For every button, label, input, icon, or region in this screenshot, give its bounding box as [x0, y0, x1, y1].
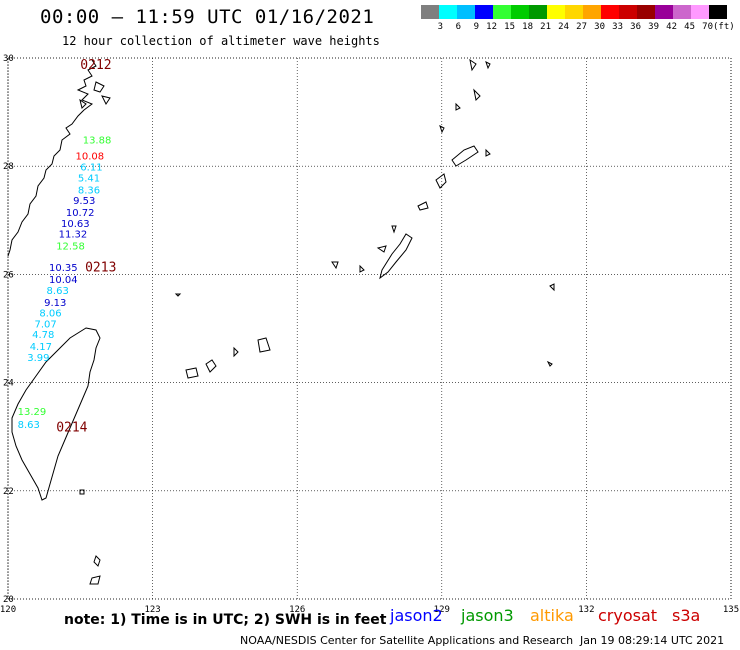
legend-swatch — [637, 5, 655, 19]
wave-height-value: 6.11 — [80, 163, 102, 174]
legend-label: (ft) — [713, 22, 735, 32]
wave-height-value: 13.88 — [83, 135, 112, 146]
credit-line: NOAA/NESDIS Center for Satellite Applica… — [240, 634, 574, 647]
wave-height-value: 8.63 — [18, 420, 40, 431]
osumi-islands — [439, 58, 491, 134]
legend-label: 70 — [702, 22, 713, 32]
latitude-tick-label: 22 — [3, 487, 14, 497]
map-frame — [7, 57, 732, 600]
legend-label: 6 — [455, 22, 461, 32]
legend-swatch — [475, 5, 493, 19]
longitude-tick-label: 126 — [289, 605, 305, 615]
legend-swatch — [583, 5, 601, 19]
wave-height-readings: 13.88 10.086.115.418.369.5310.7210.6311.3… — [18, 135, 112, 431]
legend-swatch — [421, 5, 439, 19]
legend-swatch — [691, 5, 709, 19]
legend-swatch — [547, 5, 565, 19]
latitude-tick-label: 20 — [3, 595, 14, 605]
legend-label: 3 — [437, 22, 443, 32]
longitude-tick-label: 123 — [144, 605, 160, 615]
pescadores-islands — [79, 293, 182, 495]
longitude-tick-label: 135 — [723, 605, 739, 615]
legend-swatch — [457, 5, 475, 19]
longitude-tick-label: 120 — [0, 605, 16, 615]
legend-label: 36 — [630, 22, 641, 32]
legend-swatch — [655, 5, 673, 19]
legend-label: 45 — [684, 22, 695, 32]
legend-swatch — [511, 5, 529, 19]
legend-swatch — [709, 5, 727, 19]
taiwan-island — [11, 327, 101, 501]
generated-timestamp: Jan 19 08:29:14 UTC 2021 — [580, 634, 725, 647]
wave-height-value: 3.99 — [27, 353, 49, 364]
wave-height-value: 8.63 — [47, 286, 69, 297]
wave-height-value: 8.06 — [39, 309, 61, 320]
satellite-name: altika — [530, 606, 574, 625]
map-subtitle: 12 hour collection of altimeter wave hei… — [62, 34, 380, 48]
latitude-tick-label: 24 — [3, 379, 14, 389]
satellite-name: cryosat — [598, 606, 658, 625]
legend-label: 12 — [486, 22, 497, 32]
map-title: 00:00 – 11:59 UTC 01/16/2021 — [40, 6, 375, 28]
zhoushan-islands — [79, 81, 111, 109]
okinawa-island — [331, 225, 413, 280]
wave-height-value: 12.58 — [56, 242, 85, 253]
wave-height-value: 10.63 — [61, 219, 90, 230]
legend-label: 42 — [666, 22, 677, 32]
latitude-tick-label: 28 — [3, 162, 14, 172]
china-coastline — [7, 59, 97, 257]
wave-height-value: 4.17 — [30, 342, 52, 353]
small-island — [89, 555, 101, 585]
legend-swatch — [673, 5, 691, 19]
map-gridlines — [7, 57, 732, 600]
legend-label: 39 — [648, 22, 659, 32]
wave-height-value: 7.07 — [35, 319, 57, 330]
satellite-name: s3a — [672, 606, 701, 625]
track-time-label: 0213 — [85, 261, 116, 276]
wave-height-value: 10.35 — [49, 263, 78, 274]
wave-height-value: 9.53 — [73, 196, 95, 207]
wave-height-value: 13.29 — [18, 407, 47, 418]
legend-swatch — [439, 5, 457, 19]
latitude-tick-label: 26 — [3, 270, 14, 280]
wave-height-value: 11.32 — [59, 230, 88, 241]
legend-label: 21 — [540, 22, 551, 32]
satellite-name: jason2 — [390, 606, 443, 625]
legend-swatch — [565, 5, 583, 19]
legend-swatch — [601, 5, 619, 19]
satellite-name: jason3 — [461, 606, 514, 625]
wave-height-value: 8.36 — [78, 185, 100, 196]
legend-label: 15 — [504, 22, 515, 32]
legend-label: 9 — [473, 22, 479, 32]
altimeter-track-labels: 0212 0213 0214 — [56, 58, 116, 435]
wave-height-value: 9.13 — [44, 298, 66, 309]
legend-label: 27 — [576, 22, 587, 32]
yaeyama-islands — [185, 337, 271, 379]
latitude-tick-label: 30 — [3, 54, 14, 64]
wave-height-value: 10.04 — [49, 275, 78, 286]
legend-swatch — [619, 5, 637, 19]
daito-islands — [546, 283, 555, 367]
longitude-tick-label: 132 — [578, 605, 594, 615]
legend-label: 33 — [612, 22, 623, 32]
legend-swatch — [529, 5, 547, 19]
legend-label: 18 — [522, 22, 533, 32]
legend-label: 24 — [558, 22, 569, 32]
units-note: note: 1) Time is in UTC; 2) SWH is in fe… — [64, 612, 387, 628]
wave-height-value: 4.78 — [32, 330, 54, 341]
amami-islands — [417, 145, 491, 211]
wave-height-value: 5.41 — [78, 173, 100, 184]
coastline-layer — [7, 58, 555, 585]
legend-label: 30 — [594, 22, 605, 32]
longitude-tick-label: 129 — [434, 605, 450, 615]
legend-swatch — [493, 5, 511, 19]
track-time-label: 0214 — [56, 420, 87, 435]
map-axis-ticks: 120 123 126 129 132 135 30 28 26 24 22 20 — [0, 54, 739, 615]
wave-height-value: 10.08 — [75, 152, 104, 163]
wave-height-value: 10.72 — [66, 208, 95, 219]
track-time-label: 0212 — [80, 58, 111, 73]
